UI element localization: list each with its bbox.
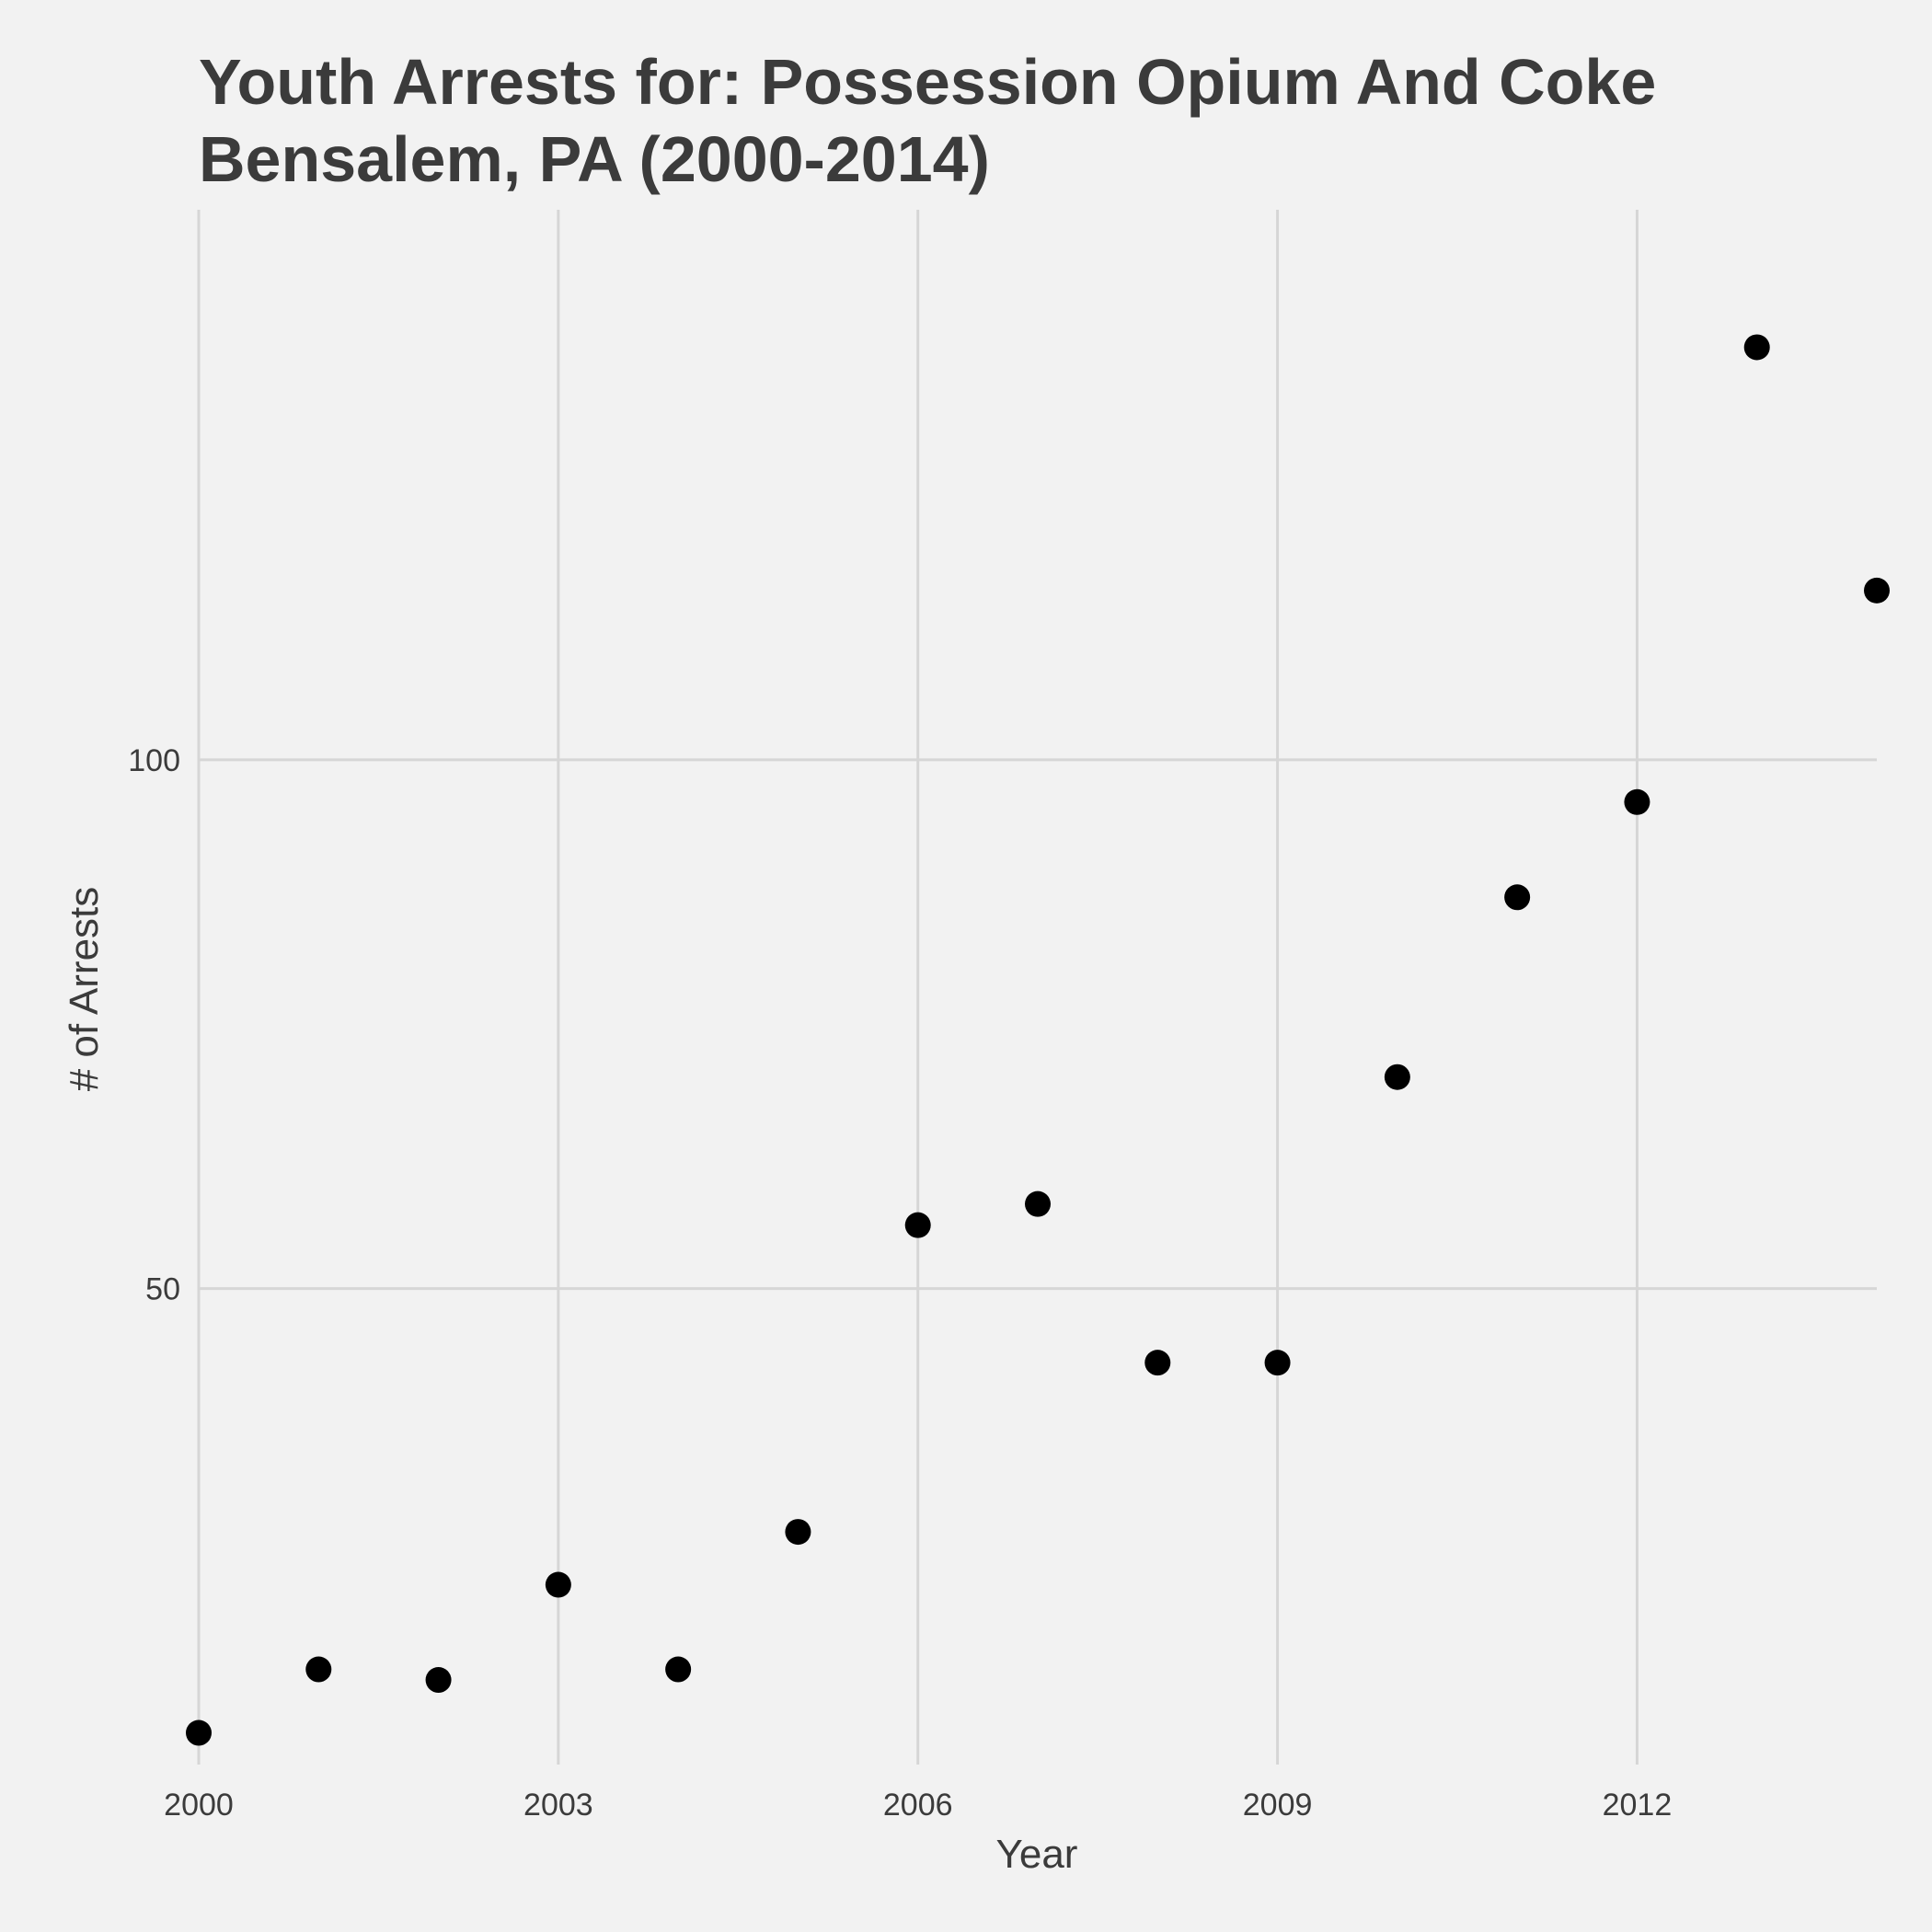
- data-point-2009: [1264, 1350, 1291, 1376]
- x-tick-label-2003: 2003: [523, 1788, 593, 1823]
- data-point-2000: [186, 1719, 212, 1746]
- data-point-2010: [1384, 1064, 1410, 1090]
- data-point-2006: [904, 1212, 931, 1238]
- y-axis-label: # of Arrests: [62, 887, 107, 1092]
- data-point-2011: [1504, 884, 1531, 911]
- data-point-2007: [1025, 1190, 1051, 1217]
- data-point-2002: [425, 1667, 452, 1694]
- y-tick-label-50: 50: [145, 1272, 180, 1307]
- data-point-2012: [1624, 788, 1650, 815]
- gridlines: [197, 210, 1877, 1765]
- x-tick-label-2012: 2012: [1603, 1788, 1673, 1823]
- chart-title-line-1: Youth Arrests for: Possession Opium And …: [199, 46, 1656, 118]
- data-point-2003: [545, 1571, 571, 1598]
- data-point-2008: [1144, 1350, 1171, 1376]
- x-tick-label-2000: 2000: [164, 1788, 234, 1823]
- data-point-2014: [1864, 577, 1890, 604]
- data-point-2013: [1743, 334, 1770, 361]
- data-point-2004: [665, 1656, 692, 1683]
- data-points: [186, 334, 1890, 1746]
- data-point-2001: [305, 1656, 332, 1683]
- y-tick-label-100: 100: [128, 743, 180, 778]
- x-tick-label-2006: 2006: [883, 1788, 953, 1823]
- data-point-2005: [785, 1519, 811, 1546]
- chart-title-line-2: Bensalem, PA (2000-2014): [199, 123, 990, 195]
- tick-labels: 2000 2003 2006 2009 2012 50 100: [128, 743, 1672, 1823]
- x-tick-label-2009: 2009: [1243, 1788, 1313, 1823]
- x-axis-label: Year: [996, 1832, 1078, 1877]
